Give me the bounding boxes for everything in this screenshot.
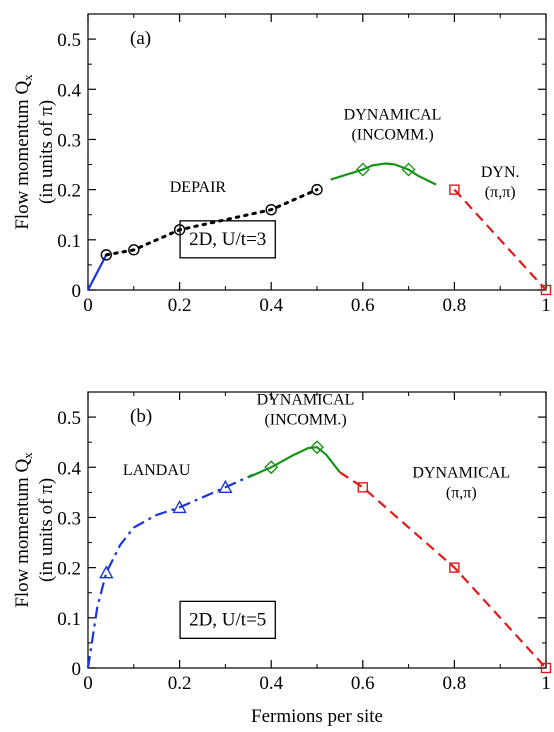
x-tick-label: 1 <box>541 295 551 316</box>
series-line-green-solid <box>247 446 341 479</box>
annotation-text: DEPAIR <box>170 179 227 196</box>
data-point-circle <box>311 183 323 196</box>
y-axis-label: Flow momentum Qx <box>12 74 35 230</box>
y-tick-label: 0 <box>72 659 82 680</box>
y-axis-label-units: (in units of π) <box>36 100 57 204</box>
data-point-square <box>449 184 460 195</box>
panel-label: (b) <box>130 406 152 427</box>
data-point-square <box>449 562 460 573</box>
panel-label: (a) <box>130 28 151 49</box>
y-axis-label-main: Flow momentum Q <box>12 81 33 230</box>
y-tick-label: 0 <box>72 281 82 302</box>
plot-frame <box>87 391 547 669</box>
y-axis-label-subscript: x <box>20 452 35 459</box>
y-tick-label: 0.3 <box>57 130 81 151</box>
annotation-text: LANDAU <box>123 462 191 479</box>
plot-frame <box>87 13 547 291</box>
series-line-blue-dashdot <box>86 473 254 669</box>
data-point-triangle <box>99 565 114 579</box>
x-axis-label: Fermions per site <box>251 706 383 727</box>
series-line-red-dashed <box>339 471 547 669</box>
chart-panel-b: 0 0.2 0.4 0.6 0.8 1 0 0.1 0.2 0.3 0.4 0.5 Flow momen… <box>12 391 552 727</box>
x-tick-label: 0.6 <box>351 295 375 316</box>
annotation-text: (π,π) <box>446 484 477 501</box>
condition-label-box <box>179 220 276 259</box>
data-point-triangle <box>218 479 233 494</box>
x-tick-label: 0.8 <box>443 673 467 694</box>
condition-label: 2D, U/t=5 <box>189 609 266 630</box>
series-line-green-solid <box>330 162 437 186</box>
annotation-text: (INCOMM.) <box>264 412 346 429</box>
y-tick-label: 0.4 <box>57 80 81 101</box>
x-tick-label: 0.4 <box>259 673 283 694</box>
series-line-blue-solid <box>87 254 108 291</box>
annotation-text: (π,π) <box>485 184 516 201</box>
annotation-text: DYNAMICAL <box>257 392 355 409</box>
data-point-triangle <box>172 499 187 514</box>
annotation-text: DYNAMICAL <box>412 464 510 481</box>
y-tick-label: 0.1 <box>57 231 81 252</box>
annotation-text: DYN. <box>481 164 520 181</box>
y-axis-label-units: (in units of π) <box>36 478 57 582</box>
y-axis-label-main: Flow momentum Q <box>12 459 33 608</box>
x-tick-label: 0.8 <box>443 295 467 316</box>
y-tick-label: 0.2 <box>57 559 81 580</box>
condition-label-box <box>179 600 276 639</box>
annotation-text: DYNAMICAL <box>344 106 442 123</box>
data-point-circle <box>128 244 140 256</box>
y-tick-label: 0.4 <box>57 458 81 479</box>
x-tick-label: 0.2 <box>168 673 192 694</box>
y-tick-label: 0.3 <box>57 508 81 529</box>
y-tick-label: 0.1 <box>57 609 81 630</box>
condition-label: 2D, U/t=3 <box>189 229 266 250</box>
data-point-diamond <box>401 162 416 177</box>
y-tick-label: 0.5 <box>57 30 81 51</box>
x-tick-label: 0.2 <box>168 295 192 316</box>
data-point-diamond <box>355 162 370 177</box>
x-tick-label: 0.6 <box>351 673 375 694</box>
x-tick-label: 0 <box>83 295 93 316</box>
data-point-square <box>540 284 552 296</box>
data-point-square <box>357 482 368 493</box>
y-tick-label: 0.2 <box>57 181 81 202</box>
y-tick-label: 0.5 <box>57 408 81 429</box>
series-line-red-dashed <box>453 188 547 291</box>
data-point-diamond <box>310 440 324 455</box>
data-point-circle <box>265 204 277 216</box>
data-point-square <box>540 662 552 674</box>
y-axis-label: Flow momentum Qx <box>12 452 35 608</box>
data-point-diamond <box>264 460 279 475</box>
chart-panel-a: 0 0.2 0.4 0.6 0.8 1 0 0.1 0.2 0.3 0.4 0.5 Flow momen… <box>12 13 552 316</box>
annotation-text: (INCOMM.) <box>351 126 433 143</box>
x-tick-label: 1 <box>541 673 551 694</box>
data-point-circle <box>100 249 113 261</box>
x-tick-label: 0 <box>83 673 93 694</box>
y-axis-label-subscript: x <box>20 74 35 81</box>
x-tick-label: 0.4 <box>259 295 283 316</box>
